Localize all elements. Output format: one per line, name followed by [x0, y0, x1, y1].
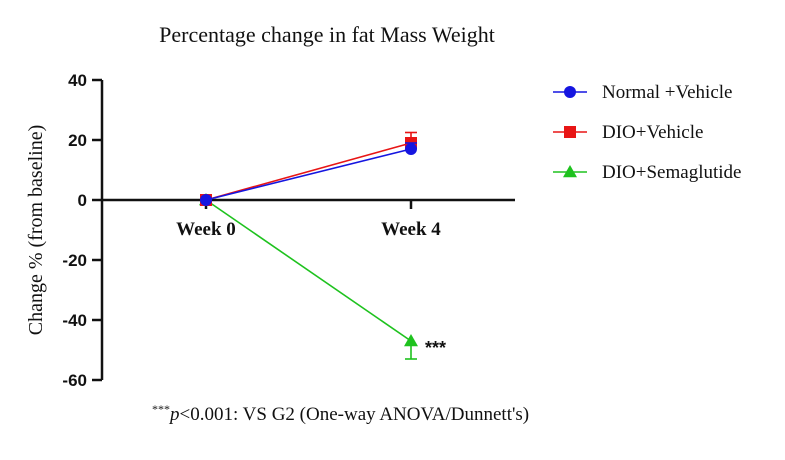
- footnote: ***p<0.001: VS G2 (One-way ANOVA/Dunnett…: [152, 402, 530, 426]
- y-tick-label: -40: [62, 311, 87, 330]
- legend-label: DIO+Vehicle: [602, 122, 703, 143]
- footnote-text: <0.001: VS G2 (One-way ANOVA/Dunnett's): [179, 404, 530, 425]
- legend-item: DIO+Semaglutide: [553, 162, 741, 183]
- legend: Normal +Vehicle DIO+Vehicle DIO+Semaglutid…: [553, 82, 741, 183]
- y-tick-label: 0: [78, 191, 87, 210]
- y-tick-label: 20: [68, 131, 87, 150]
- series-line: [205, 148, 412, 201]
- y-tick-label: -60: [62, 371, 87, 390]
- series-line: [205, 199, 412, 342]
- y-axis-label: Change % (from baseline): [25, 125, 47, 335]
- y-tick-label: -20: [62, 251, 87, 270]
- legend-item: DIO+Vehicle: [553, 122, 703, 143]
- x-tick-label: Week 4: [381, 219, 441, 240]
- axes: 40 20 0 -20 -40 -60 Week 0 Week 4 Change % (from…: [25, 71, 515, 390]
- data-point: [405, 143, 417, 155]
- legend-marker: [564, 126, 576, 138]
- significance-label: ***: [425, 338, 446, 358]
- legend-marker: [563, 165, 577, 178]
- series-1: [200, 131, 417, 206]
- y-tick-label: 40: [68, 71, 87, 90]
- footnote-p: p: [170, 404, 180, 425]
- data-point: [404, 334, 418, 347]
- chart-title: Percentage change in fat Mass Weight: [159, 22, 495, 47]
- legend-item: Normal +Vehicle: [553, 82, 732, 103]
- legend-label: Normal +Vehicle: [602, 82, 732, 103]
- series-line: [205, 142, 412, 201]
- series-layer: ***: [199, 131, 446, 360]
- x-tick-label: Week 0: [176, 219, 236, 240]
- legend-label: DIO+Semaglutide: [602, 162, 741, 183]
- series-0: [200, 142, 417, 206]
- legend-marker: [564, 86, 576, 98]
- series-2: [199, 193, 418, 360]
- footnote-stars: ***: [152, 402, 170, 416]
- data-point: [200, 194, 212, 206]
